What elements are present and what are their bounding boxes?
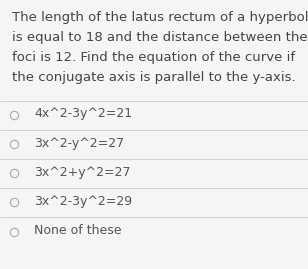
Text: the conjugate axis is parallel to the y-axis.: the conjugate axis is parallel to the y-… (12, 71, 296, 84)
Text: None of these: None of these (34, 224, 121, 237)
Text: 3x^2-3y^2=29: 3x^2-3y^2=29 (34, 194, 132, 208)
Text: is equal to 18 and the distance between the: is equal to 18 and the distance between … (12, 31, 308, 44)
Text: 4x^2-3y^2=21: 4x^2-3y^2=21 (34, 107, 132, 121)
Text: foci is 12. Find the equation of the curve if: foci is 12. Find the equation of the cur… (12, 51, 295, 64)
Text: 3x^2-y^2=27: 3x^2-y^2=27 (34, 136, 124, 150)
Text: 3x^2+y^2=27: 3x^2+y^2=27 (34, 165, 130, 179)
Text: The length of the latus rectum of a hyperbola: The length of the latus rectum of a hype… (12, 11, 308, 24)
